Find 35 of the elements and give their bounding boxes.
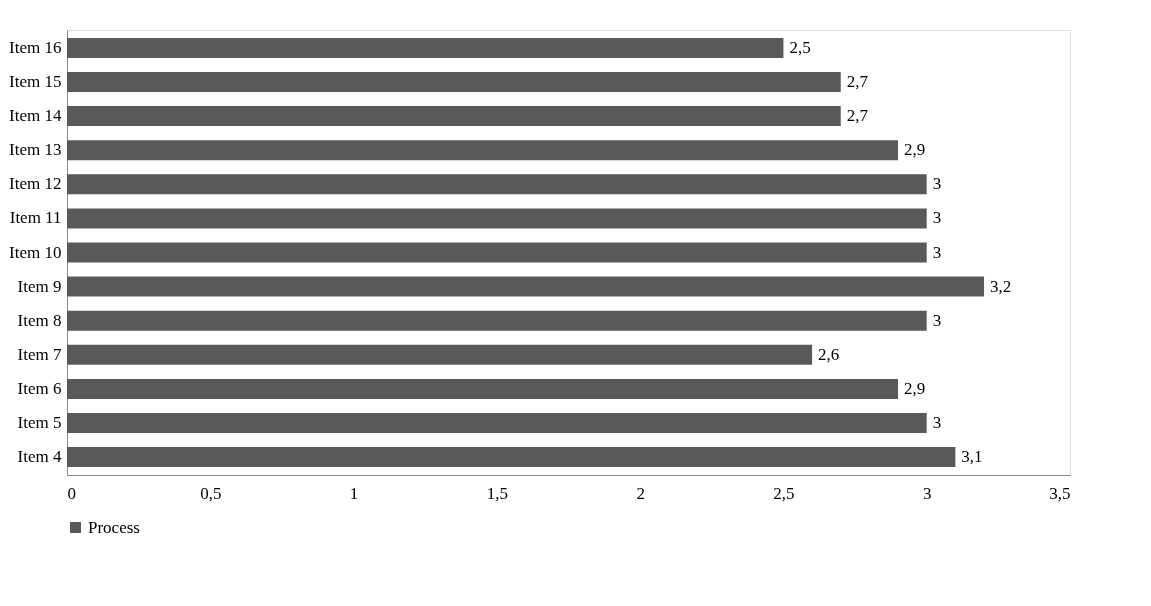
data-label: 3	[932, 413, 942, 432]
data-label: 3	[932, 174, 942, 194]
y-tick-label: Item 6	[17, 378, 62, 398]
x-tick-label: 0,5	[200, 483, 222, 503]
data-label: 2,9	[904, 378, 926, 398]
x-tick-label: 3	[922, 483, 932, 503]
data-label: 2,7	[846, 106, 869, 126]
y-tick-label: Item 7	[17, 344, 62, 364]
data-label: 3	[932, 242, 942, 262]
y-tick-label: Item 11	[9, 208, 62, 228]
x-tick-label: 1	[349, 483, 359, 503]
y-tick-label: Item 14	[9, 106, 62, 126]
legend-label: Process	[88, 517, 140, 537]
y-tick-label: Item 16	[9, 37, 62, 57]
data-label: 3,1	[961, 447, 983, 467]
data-label: 2,5	[789, 37, 811, 57]
data-label: 3	[932, 310, 942, 330]
y-tick-label: Item 8	[17, 310, 62, 330]
y-tick-label: Item 5	[17, 413, 62, 432]
y-tick-label: Item 10	[9, 242, 62, 262]
y-tick-label: Item 15	[9, 72, 62, 91]
data-label: 2,9	[904, 140, 926, 160]
x-tick-label: 0	[67, 483, 76, 503]
x-tick-label: 1,5	[486, 483, 508, 503]
data-label: 2,7	[846, 72, 869, 91]
x-tick-label: 2	[636, 483, 645, 503]
y-tick-label: Item 12	[9, 174, 62, 194]
data-label: 2,6	[818, 344, 840, 364]
y-tick-label: Item 13	[9, 140, 62, 160]
x-tick-label: 3,5	[1049, 483, 1071, 503]
data-label: 3,2	[990, 276, 1012, 296]
data-label: 3	[932, 208, 942, 228]
x-tick-label: 2,5	[773, 483, 795, 503]
y-tick-label: Item 9	[17, 276, 62, 296]
y-tick-label: Item 4	[17, 447, 62, 467]
